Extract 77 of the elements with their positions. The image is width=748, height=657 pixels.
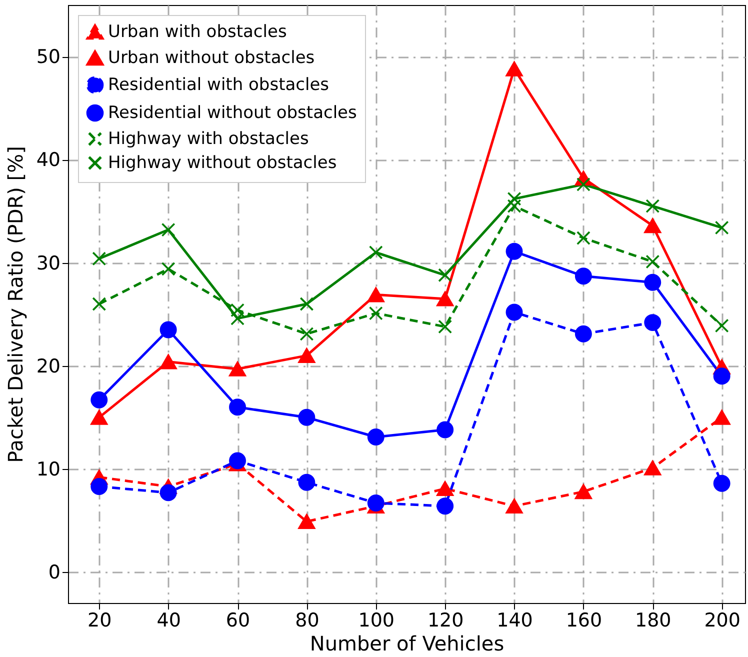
- x-tick-label: 80: [295, 610, 320, 632]
- point: [229, 398, 246, 416]
- point: [368, 306, 383, 320]
- point: [574, 325, 592, 342]
- x-tick-label: 60: [226, 610, 250, 632]
- point: [300, 297, 314, 311]
- y-tick-label: 30: [36, 252, 60, 274]
- point: [436, 481, 454, 496]
- x-tick-label: 140: [496, 610, 533, 632]
- x-tick-label: 20: [88, 610, 112, 632]
- point: [90, 410, 108, 425]
- y-tick-label: 10: [36, 458, 60, 480]
- point: [574, 268, 592, 285]
- point: [229, 361, 246, 376]
- point: [436, 421, 454, 438]
- point: [646, 199, 660, 214]
- point: [298, 474, 316, 491]
- point: [644, 460, 662, 476]
- point: [438, 268, 452, 282]
- y-tick-label: 50: [36, 46, 60, 68]
- x-tick-label: 180: [635, 610, 672, 632]
- point: [92, 252, 106, 266]
- x-tick-label: 160: [566, 610, 602, 632]
- point: [506, 242, 523, 260]
- point: [230, 311, 244, 326]
- legend-label: Highway without obstacles: [108, 153, 337, 173]
- point: [644, 218, 662, 234]
- point: [298, 348, 316, 364]
- point: [644, 314, 662, 332]
- point: [506, 498, 523, 514]
- point: [300, 326, 314, 341]
- point: [714, 318, 729, 333]
- y-tick-label: 20: [36, 355, 60, 378]
- point: [298, 408, 316, 426]
- x-axis-title: Number of Vehicles: [310, 632, 504, 656]
- point: [92, 297, 106, 311]
- legend-label: Urban without obstacles: [108, 48, 315, 68]
- point: [507, 192, 522, 206]
- point: [229, 452, 246, 470]
- y-tick-label: 0: [48, 562, 60, 584]
- legend-label: Residential without obstacles: [108, 103, 358, 123]
- point: [160, 484, 177, 502]
- point: [506, 304, 523, 321]
- x-tick-label: 40: [156, 610, 181, 632]
- point: [90, 478, 108, 495]
- y-tick-label: 40: [36, 149, 60, 172]
- point: [646, 254, 660, 269]
- point: [368, 245, 383, 260]
- point: [576, 231, 590, 245]
- point: [160, 354, 177, 370]
- point: [713, 474, 730, 492]
- legend-label: Urban with obstacles: [108, 22, 287, 42]
- point: [161, 262, 176, 276]
- legend-label: Residential with obstacles: [108, 75, 330, 95]
- point: [160, 321, 177, 338]
- legend-label: Highway with obstacles: [108, 129, 309, 149]
- point: [507, 199, 522, 214]
- point: [90, 391, 108, 408]
- x-tick-label: 120: [427, 610, 464, 632]
- point: [713, 410, 730, 425]
- point: [230, 303, 244, 318]
- point: [298, 514, 316, 530]
- point: [436, 291, 454, 306]
- point: [161, 222, 176, 237]
- point: [574, 484, 592, 500]
- point: [438, 320, 452, 334]
- point: [714, 220, 729, 235]
- point: [436, 498, 454, 515]
- point: [367, 287, 384, 302]
- point: [644, 274, 662, 291]
- point: [713, 368, 730, 385]
- x-tick-label: 200: [704, 610, 740, 632]
- x-tick-label: 100: [358, 610, 395, 632]
- point: [367, 428, 384, 446]
- y-axis-title: Packet Delivery Ratio (PDR) [%]: [3, 146, 28, 463]
- point: [367, 494, 384, 512]
- point: [506, 61, 523, 76]
